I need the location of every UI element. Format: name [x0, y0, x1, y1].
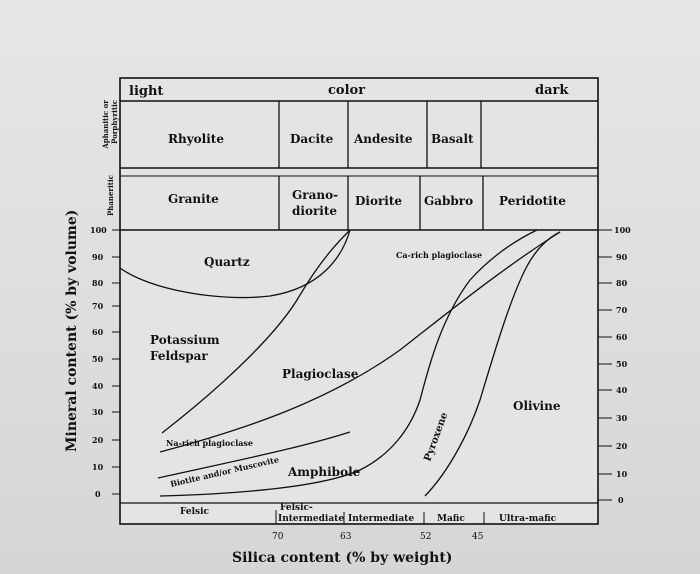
right-tick-100: 100 — [614, 225, 631, 235]
mineral-boundaries — [119, 229, 561, 497]
right-tick-30: 30 — [616, 413, 628, 423]
rock-granite: Granite — [168, 192, 219, 206]
rock-andesite: Andesite — [353, 132, 413, 146]
comp-felsic-intermediate-2: Intermediate — [278, 514, 344, 524]
left-tick-60: 60 — [92, 327, 104, 337]
comp-felsic-intermediate-1: Felsic- — [280, 503, 313, 513]
rock-basalt: Basalt — [431, 132, 474, 146]
silica-tick-52: 52 — [420, 532, 431, 542]
left-tick-10: 10 — [92, 462, 104, 472]
texture-fine-label-2: Porphyritic — [110, 100, 119, 144]
right-tick-10: 10 — [616, 469, 628, 479]
mineral-kfeldspar-1: Potassium — [150, 333, 220, 347]
mineral-plagioclase: Plagioclase — [282, 367, 359, 381]
left-tick-100: 100 — [90, 225, 107, 235]
header-light: light — [129, 84, 163, 99]
rock-gabbro: Gabbro — [424, 194, 473, 208]
right-tick-40: 40 — [616, 385, 628, 395]
left-tick-20: 20 — [92, 435, 104, 445]
silica-tick-63: 63 — [340, 532, 352, 542]
mineral-ca-plagioclase: Ca-rich plagioclase — [396, 250, 482, 260]
diagram-frame — [119, 77, 599, 525]
mineral-amphibole: Amphibole — [287, 465, 361, 479]
mineral-quartz: Quartz — [204, 255, 250, 269]
silica-tick-45: 45 — [472, 532, 484, 542]
right-tick-20: 20 — [616, 441, 628, 451]
texture-fine-label: Aphanitic or — [101, 100, 110, 150]
right-tick-80: 80 — [616, 278, 628, 288]
comp-mafic: Mafic — [437, 514, 465, 524]
left-tick-80: 80 — [92, 278, 104, 288]
rock-diorite: Diorite — [355, 194, 402, 208]
rock-dacite: Dacite — [290, 132, 334, 146]
right-tick-0: 0 — [618, 495, 624, 505]
left-tick-0: 0 — [95, 489, 101, 499]
comp-intermediate: Intermediate — [348, 514, 414, 524]
right-tick-90: 90 — [616, 252, 628, 262]
header-dark: dark — [535, 83, 569, 98]
right-tick-60: 60 — [616, 332, 628, 342]
right-tick-50: 50 — [616, 359, 628, 369]
comp-ultramafic: Ultra-mafic — [499, 514, 557, 524]
comp-felsic: Felsic — [180, 507, 210, 517]
left-tick-90: 90 — [92, 252, 104, 262]
texture-coarse-label: Phaneritic — [106, 175, 115, 216]
mineral-olivine: Olivine — [513, 399, 561, 413]
silica-tick-70: 70 — [272, 532, 284, 542]
header-color: color — [328, 83, 365, 98]
mineral-na-plagioclase: Na-rich plagioclase — [166, 438, 253, 448]
right-axis-ticks: 100 90 80 70 60 50 40 30 20 10 0 — [598, 225, 631, 505]
left-tick-40: 40 — [92, 381, 104, 391]
rock-granodiorite: Grano-diorite — [292, 188, 338, 218]
rock-rhyolite: Rhyolite — [168, 132, 224, 146]
y-axis-label: Mineral content (% by volume) — [64, 210, 80, 452]
mineral-kfeldspar-2: Feldspar — [150, 349, 208, 363]
right-tick-70: 70 — [616, 305, 628, 315]
x-axis-label: Silica content (% by weight) — [232, 550, 452, 566]
left-tick-70: 70 — [92, 301, 104, 311]
left-tick-50: 50 — [92, 354, 104, 364]
left-axis-ticks: 100 90 80 70 60 50 40 30 20 10 0 — [90, 225, 120, 499]
rock-peridotite: Peridotite — [499, 194, 566, 208]
left-tick-30: 30 — [92, 407, 104, 417]
